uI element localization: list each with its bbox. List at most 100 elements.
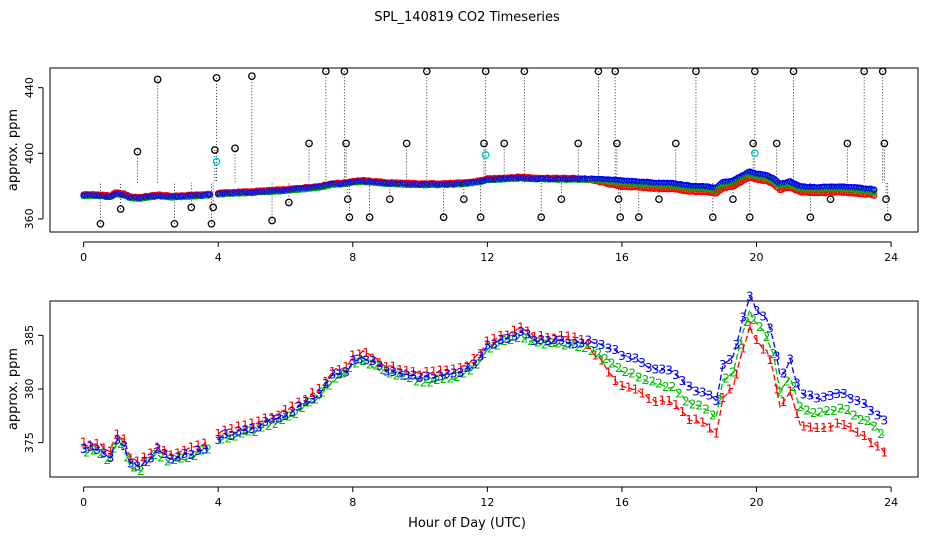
series-1-marker: 1	[470, 352, 478, 366]
series-2-marker: 2	[97, 447, 105, 461]
raw-spike-point	[322, 67, 330, 76]
series-3-marker: 3	[854, 394, 862, 408]
series-1-marker: 1	[800, 419, 808, 433]
raw-spike-point	[170, 219, 179, 228]
series-2-marker: 2	[440, 372, 448, 386]
series-3-group: 3 3 3 3 33 33 3 3 33 3 3 3 3 3 3 33 3 3 3 3 3 3 3 3 3 3 3 3 3 3 333 3 33…	[80, 290, 888, 474]
series-3-marker: 3	[436, 369, 444, 383]
series-2-marker: 2	[817, 406, 825, 420]
series-3-marker: 3	[510, 329, 518, 343]
series-3-marker: 3	[282, 409, 290, 423]
series-2-marker: 2	[473, 358, 481, 372]
series-3-marker: 3	[329, 367, 337, 381]
series-3-marker: 3	[410, 368, 418, 382]
series-1-marker: 1	[410, 365, 418, 379]
x-tick-label: 12	[480, 496, 494, 509]
series-1-marker: 1	[241, 418, 249, 432]
series-1-marker: 1	[773, 383, 781, 397]
raw-spike-point	[614, 195, 623, 204]
series-1-marker: 1	[147, 446, 155, 460]
series-2-marker: 2	[137, 464, 145, 478]
series-3-marker: 3	[248, 422, 256, 436]
series-3-marker: 3	[362, 353, 370, 367]
raw-spike-point	[750, 67, 759, 76]
series-2-marker: 2	[534, 336, 542, 350]
series-2-marker: 2	[352, 357, 360, 371]
series-1-marker: 1	[329, 365, 337, 379]
series-2-marker: 2	[561, 339, 569, 353]
raw-spike-point	[537, 213, 546, 222]
x-tick-label: 12	[480, 251, 494, 264]
series-1-marker: 1	[322, 375, 330, 389]
series-2-marker: 2	[689, 398, 697, 412]
series-3-marker: 3	[658, 362, 666, 376]
series-3-point	[871, 186, 878, 193]
series-2-marker: 2	[460, 366, 468, 380]
series-2-marker: 2	[83, 446, 91, 460]
series-3-marker: 3	[107, 451, 115, 465]
series-1-marker: 1	[847, 420, 855, 434]
raw-spike-point	[133, 147, 142, 156]
series-1-marker: 1	[248, 416, 256, 430]
x-tick-label: 4	[215, 251, 222, 264]
series-2-marker: 2	[716, 393, 724, 407]
series-1-marker: 1	[376, 356, 384, 370]
series-3-marker: 3	[759, 310, 767, 324]
series-3-marker: 3	[638, 356, 646, 370]
series-3-marker: 3	[652, 362, 660, 376]
series-3-marker: 3	[726, 353, 734, 367]
series-3-marker: 3	[786, 352, 794, 366]
raw-spike-point	[96, 219, 105, 228]
series-1-marker: 1	[369, 351, 377, 365]
x-tick-label: 20	[750, 251, 764, 264]
series-1-marker: 1	[214, 427, 222, 441]
series-1-group: 1 1 1 1 11 11 1 1 1 1 1 1 1 1 1 1 11 1 1 1 1 1 1 1 1 1 1 1 1 11 111 1 11…	[80, 319, 888, 468]
series-2-marker: 2	[292, 407, 300, 421]
series-2-marker: 2	[554, 336, 562, 350]
raw-spike-point	[745, 213, 754, 222]
raw-spike-point	[439, 213, 448, 222]
series-3-marker: 3	[309, 393, 317, 407]
series-1-marker: 1	[342, 360, 350, 374]
series-3-marker: 3	[369, 354, 377, 368]
series-2-marker: 2	[722, 371, 730, 385]
series-2-marker: 2	[467, 363, 475, 377]
series-1-marker: 1	[699, 416, 707, 430]
series-3-marker: 3	[261, 415, 269, 429]
series-1-marker: 1	[658, 393, 666, 407]
series-1-marker: 1	[726, 382, 734, 396]
raw-spike-point	[772, 139, 781, 148]
series-3-marker: 3	[881, 413, 889, 427]
series-2-marker: 2	[406, 371, 414, 385]
series-2-marker: 2	[669, 380, 677, 394]
series-2-marker: 2	[662, 380, 670, 394]
series-2-marker: 2	[628, 366, 636, 380]
series-1-marker: 1	[854, 426, 862, 440]
x-tick-label: 24	[884, 251, 898, 264]
raw-spike-point	[248, 72, 256, 81]
series-2-marker: 2	[150, 448, 158, 462]
series-2-marker: 2	[588, 344, 596, 358]
series-1-marker: 1	[632, 382, 640, 396]
raw-spike-point	[365, 213, 374, 222]
raw-spike-point	[480, 139, 488, 148]
series-1-marker: 1	[134, 454, 142, 468]
x-axis-label: Hour of Day (UTC)	[408, 516, 526, 531]
series-3-marker: 3	[665, 363, 673, 377]
series-2-marker: 2	[749, 313, 757, 327]
raw-spike-point	[882, 195, 890, 204]
series-3-marker: 3	[484, 338, 492, 352]
series-1-marker: 1	[302, 393, 310, 407]
series-2-marker: 2	[500, 334, 508, 348]
series-2-marker: 2	[272, 417, 280, 431]
series-1-marker: 1	[793, 407, 801, 421]
series-1-marker: 1	[510, 324, 518, 338]
series-1-marker: 1	[174, 446, 182, 460]
raw-spike-point	[268, 216, 276, 225]
series-2-marker: 2	[433, 373, 441, 387]
series-3-marker: 3	[383, 364, 391, 378]
series-2-marker: 2	[574, 340, 582, 354]
series-3-marker: 3	[416, 371, 424, 385]
series-3-marker: 3	[140, 455, 148, 469]
